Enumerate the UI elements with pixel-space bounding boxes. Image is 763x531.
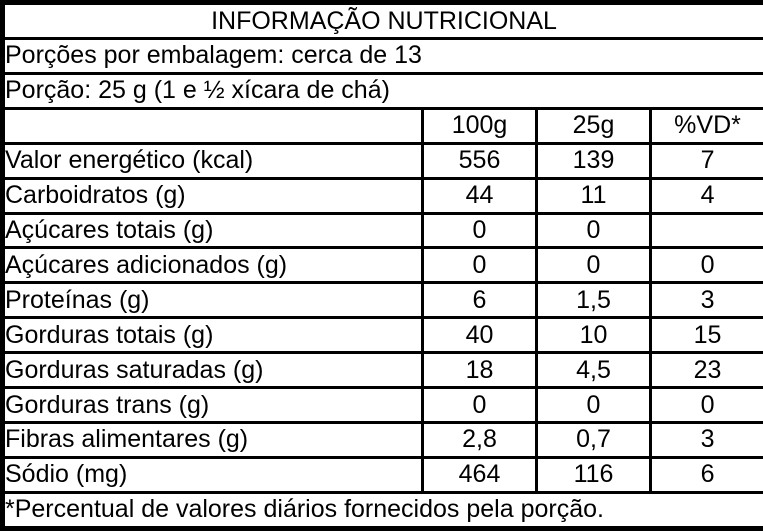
value-vd: 7 bbox=[648, 141, 763, 180]
table-row-carbs: Carboidratos (g) 44 11 4 bbox=[1, 176, 763, 215]
row-label: Açúcares adicionados (g) bbox=[1, 246, 424, 285]
serving-size-text: Porção: 25 g (1 e ½ xícara de chá) bbox=[0, 71, 763, 110]
value-vd: 15 bbox=[648, 316, 763, 355]
value-vd: 0 bbox=[648, 386, 763, 424]
value-vd: 6 bbox=[648, 455, 763, 494]
column-header-row: 100g 25g %VD* bbox=[1, 106, 763, 145]
value-100g: 464 bbox=[421, 455, 538, 494]
value-100g: 18 bbox=[421, 351, 538, 390]
table-row-trans-fat: Gorduras trans (g) 0 0 0 bbox=[1, 386, 763, 424]
row-label: Gorduras trans (g) bbox=[1, 386, 424, 424]
footnote-row: *Percentual de valores diários fornecido… bbox=[0, 490, 763, 531]
value-100g: 40 bbox=[421, 316, 538, 355]
value-25g: 139 bbox=[535, 141, 652, 180]
serving-size-row: Porção: 25 g (1 e ½ xícara de chá) bbox=[0, 71, 763, 110]
table-row-saturated-fat: Gorduras saturadas (g) 18 4,5 23 bbox=[1, 351, 763, 390]
row-label: Açúcares totais (g) bbox=[1, 211, 424, 250]
value-100g: 556 bbox=[421, 141, 538, 180]
row-label: Sódio (mg) bbox=[1, 455, 424, 494]
value-100g: 6 bbox=[421, 281, 538, 320]
servings-per-package-text: Porções por embalagem: cerca de 13 bbox=[0, 37, 763, 75]
value-25g: 0,7 bbox=[535, 420, 652, 459]
row-label: Valor energético (kcal) bbox=[1, 141, 424, 180]
row-label: Proteínas (g) bbox=[1, 281, 424, 320]
table-row-energy: Valor energético (kcal) 556 139 7 bbox=[1, 141, 763, 180]
table-row-total-sugars: Açúcares totais (g) 0 0 bbox=[1, 211, 763, 250]
value-25g: 10 bbox=[535, 316, 652, 355]
value-vd: 23 bbox=[648, 351, 763, 390]
value-vd: 4 bbox=[648, 176, 763, 215]
table-row-total-fat: Gorduras totais (g) 40 10 15 bbox=[1, 316, 763, 355]
column-header-100g: 100g bbox=[421, 106, 538, 145]
row-label: Fibras alimentares (g) bbox=[1, 420, 424, 459]
value-25g: 1,5 bbox=[535, 281, 652, 320]
table-row-protein: Proteínas (g) 6 1,5 3 bbox=[1, 281, 763, 320]
value-25g: 11 bbox=[535, 176, 652, 215]
value-100g: 44 bbox=[421, 176, 538, 215]
value-vd: 3 bbox=[648, 281, 763, 320]
value-100g: 2,8 bbox=[421, 420, 538, 459]
row-label: Carboidratos (g) bbox=[1, 176, 424, 215]
value-100g: 0 bbox=[421, 211, 538, 250]
column-header-label bbox=[1, 106, 424, 145]
value-vd: 3 bbox=[648, 420, 763, 459]
value-25g: 116 bbox=[535, 455, 652, 494]
row-label: Gorduras saturadas (g) bbox=[1, 351, 424, 390]
footnote-text: *Percentual de valores diários fornecido… bbox=[0, 490, 763, 531]
title-row: INFORMAÇÃO NUTRICIONAL bbox=[0, 1, 763, 40]
value-100g: 0 bbox=[421, 246, 538, 285]
value-vd: 0 bbox=[648, 246, 763, 285]
column-header-vd: %VD* bbox=[648, 106, 763, 145]
table-row-added-sugars: Açúcares adicionados (g) 0 0 0 bbox=[1, 246, 763, 285]
value-vd bbox=[648, 211, 763, 250]
servings-per-package-row: Porções por embalagem: cerca de 13 bbox=[0, 37, 763, 75]
value-25g: 0 bbox=[535, 211, 652, 250]
page-title: INFORMAÇÃO NUTRICIONAL bbox=[0, 1, 763, 40]
table-row-sodium: Sódio (mg) 464 116 6 bbox=[1, 455, 763, 494]
value-25g: 0 bbox=[535, 386, 652, 424]
row-label: Gorduras totais (g) bbox=[1, 316, 424, 355]
value-100g: 0 bbox=[421, 386, 538, 424]
value-25g: 0 bbox=[535, 246, 652, 285]
table-row-fiber: Fibras alimentares (g) 2,8 0,7 3 bbox=[1, 420, 763, 459]
column-header-25g: 25g bbox=[535, 106, 652, 145]
value-25g: 4,5 bbox=[535, 351, 652, 390]
